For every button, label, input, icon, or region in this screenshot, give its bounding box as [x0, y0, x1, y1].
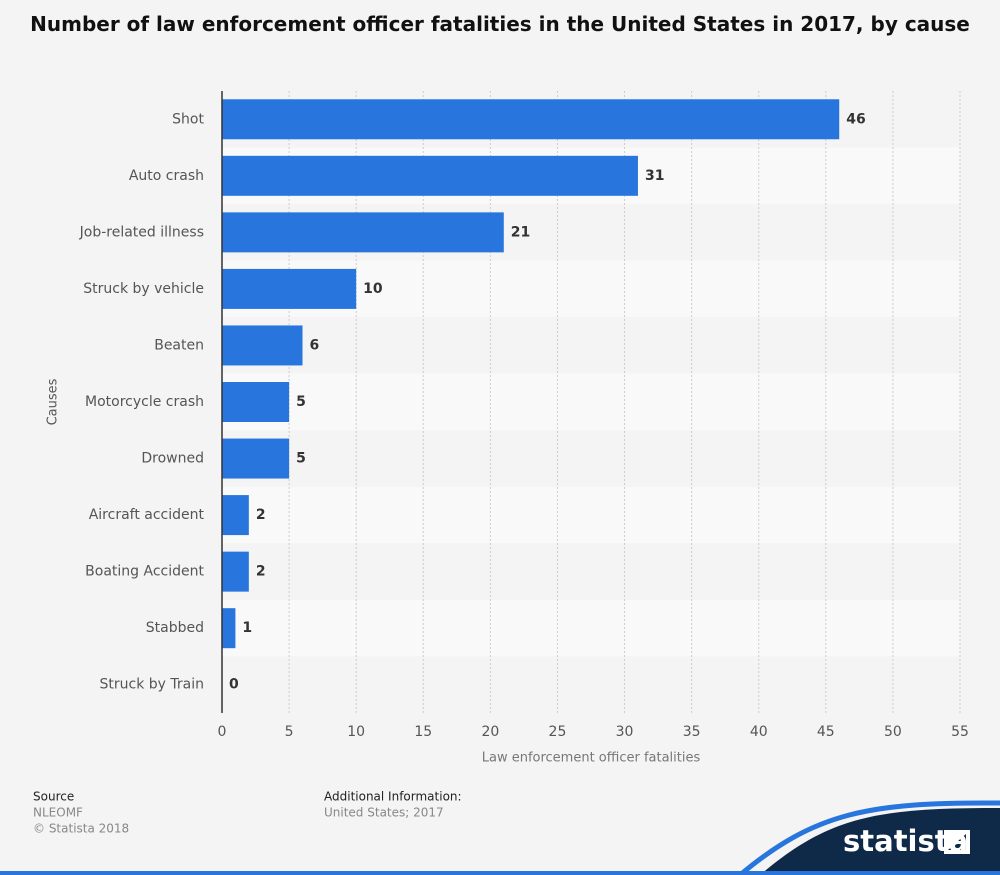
x-tick-label: 45	[817, 724, 835, 740]
x-tick-label: 25	[549, 724, 567, 740]
x-tick-label: 35	[683, 724, 701, 740]
y-tick-label: Boating Accident	[85, 564, 204, 580]
y-tick-label: Struck by vehicle	[83, 281, 204, 297]
row-band	[222, 543, 960, 600]
bar	[222, 551, 249, 592]
bar	[222, 99, 840, 140]
value-label: 5	[296, 394, 306, 410]
x-tick-label: 5	[285, 724, 294, 740]
x-tick-label: 50	[884, 724, 902, 740]
y-tick-label: Motorcycle crash	[85, 394, 204, 410]
y-tick-label: Job-related illness	[79, 224, 204, 240]
value-label: 21	[511, 224, 530, 240]
logo-wave-edge	[738, 800, 1000, 875]
row-band	[222, 656, 960, 713]
source-text: © Statista 2018	[33, 822, 129, 836]
y-tick-label: Struck by Train	[100, 677, 204, 693]
bar	[222, 382, 290, 422]
row-band	[222, 599, 960, 657]
bar	[222, 325, 303, 366]
value-label: 46	[846, 111, 865, 127]
y-axis-label: Causes	[46, 378, 61, 425]
y-tick-label: Stabbed	[146, 620, 204, 636]
value-label: 2	[256, 507, 266, 523]
bar	[222, 268, 357, 309]
chart-title: Number of law enforcement officer fatali…	[30, 12, 970, 36]
info-text: United States; 2017	[324, 806, 444, 820]
x-tick-label: 40	[750, 724, 768, 740]
value-label: 0	[229, 677, 239, 693]
y-tick-label: Auto crash	[129, 168, 204, 184]
row-band	[222, 373, 960, 431]
y-tick-label: Shot	[172, 111, 204, 127]
x-axis-label: Law enforcement officer fatalities	[482, 751, 701, 766]
value-label: 2	[256, 564, 266, 580]
value-label: 1	[242, 620, 252, 636]
x-tick-label: 10	[347, 724, 365, 740]
row-band	[222, 317, 960, 374]
x-tick-label: 30	[616, 724, 634, 740]
row-band	[222, 486, 960, 544]
source-text: NLEOMF	[33, 806, 83, 820]
value-label: 6	[310, 337, 320, 353]
y-tick-label: Beaten	[154, 337, 204, 353]
bar	[222, 212, 504, 253]
y-tick-label: Aircraft accident	[89, 507, 205, 523]
value-label: 10	[363, 281, 383, 297]
value-label: 5	[296, 451, 306, 467]
logo-wave	[760, 808, 1000, 875]
bar	[222, 495, 249, 536]
source-label: Source	[33, 790, 74, 804]
x-tick-label: 20	[481, 724, 499, 740]
bar	[222, 608, 236, 649]
value-label: 31	[645, 168, 664, 184]
x-tick-label: 0	[218, 724, 227, 740]
x-tick-label: 55	[951, 724, 969, 740]
row-band	[222, 430, 960, 487]
logo-icon	[944, 830, 970, 854]
bar	[222, 155, 638, 196]
footer-stripe	[0, 871, 1000, 875]
bar	[222, 438, 290, 479]
info-label: Additional Information:	[324, 790, 462, 804]
y-tick-label: Drowned	[141, 451, 204, 467]
x-tick-label: 15	[414, 724, 432, 740]
